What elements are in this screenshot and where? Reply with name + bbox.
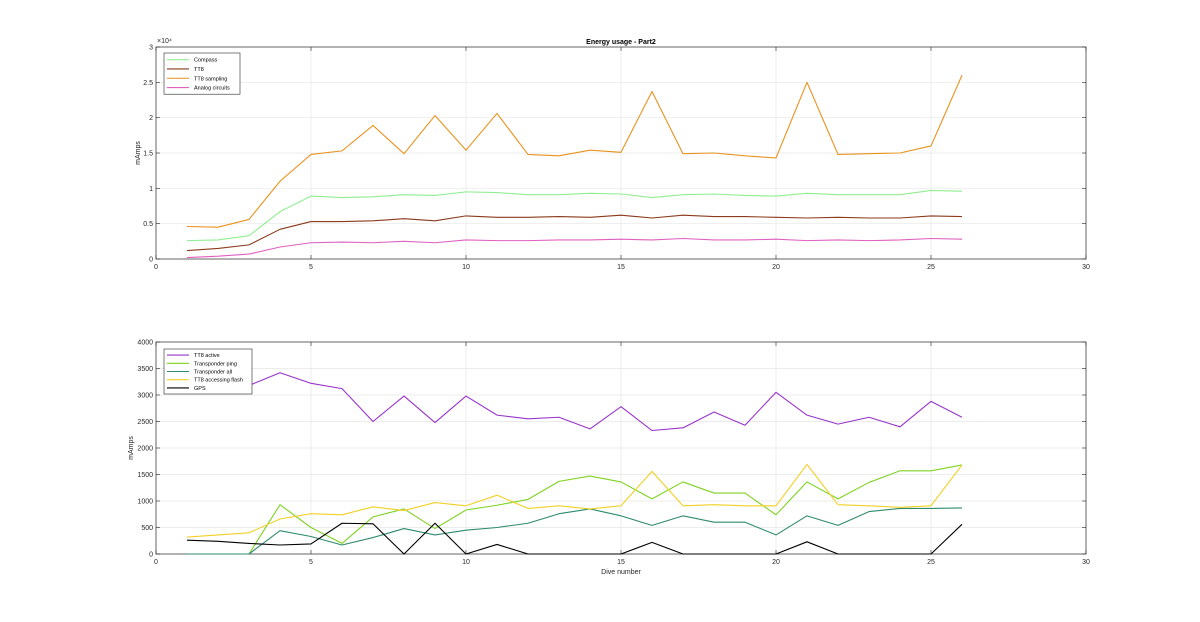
legend-entry: TT8 sampling: [194, 76, 227, 82]
y-tick-label: 500: [141, 525, 153, 532]
y-tick-label: 3000: [137, 393, 153, 400]
x-tick-label: 10: [462, 559, 470, 566]
x-tick-label: 15: [617, 559, 625, 566]
legend-entry: TT8 accessing flash: [194, 378, 243, 384]
x-tick-label: 5: [309, 559, 313, 566]
y-tick-label: 2500: [137, 419, 153, 426]
y-tick-label: 2.5: [143, 80, 153, 87]
top-y-axis-label: mAmps: [135, 141, 142, 165]
series-line-compass: [186, 189, 963, 242]
y-tick-label: 1.5: [143, 151, 153, 158]
x-tick-label: 25: [927, 559, 935, 566]
series-line-tt8: [186, 214, 963, 252]
series-line-tt8-sampling: [186, 75, 963, 228]
legend-entry: Transponder all: [194, 370, 232, 376]
x-tick-label: 5: [309, 264, 313, 271]
series-line-tt8-accessing-flash: [186, 463, 963, 538]
y-tick-label: 3500: [137, 366, 153, 373]
y-tick-label: 1500: [137, 472, 153, 479]
y-tick-label: 2: [149, 115, 153, 122]
bottom-x-axis-label: Dive number: [601, 569, 641, 576]
y-tick-label: 1000: [137, 499, 153, 506]
series-line-transponder-ping: [187, 464, 963, 555]
x-tick-label: 20: [772, 559, 780, 566]
y-tick-label: 4000: [137, 340, 153, 347]
x-tick-label: 15: [617, 264, 625, 271]
legend-entry: Analog circuits: [194, 86, 230, 92]
legend-entry: GPS: [194, 386, 206, 392]
y-tick-label: 2000: [137, 446, 153, 453]
x-tick-label: 0: [154, 559, 158, 566]
y-tick-label: 3: [149, 45, 153, 52]
series-line-transponder-all: [187, 507, 963, 555]
y-tick-label: 0.5: [143, 221, 153, 228]
series-line-gps: [186, 522, 963, 555]
bottom-y-axis-label: mAmps: [128, 436, 135, 460]
x-tick-label: 25: [927, 264, 935, 271]
y-tick-label: 1: [149, 186, 153, 193]
top-y-multiplier: ×10⁴: [157, 38, 172, 45]
top-chart-title: Energy usage - Part2: [586, 39, 656, 46]
legend-entry: Transponder ping: [194, 361, 237, 367]
x-tick-label: 30: [1082, 264, 1090, 271]
y-tick-label: 0: [149, 552, 153, 559]
bottom-axes: mAmps Dive number 0 5 10 15 20 25 30 0 500 1000 15…: [128, 340, 1090, 577]
x-tick-label: 0: [154, 264, 158, 271]
legend-entry: TT8 active: [194, 353, 220, 359]
series-line-tt8-active: [186, 372, 963, 432]
y-tick-label: 0: [149, 257, 153, 264]
legend-entry: TT8: [194, 67, 204, 73]
series-line-analog-circuits: [186, 237, 963, 259]
x-tick-label: 20: [772, 264, 780, 271]
x-tick-label: 30: [1082, 559, 1090, 566]
x-tick-label: 10: [462, 264, 470, 271]
top-axes: Energy usage - Part2 mAmps ×10⁴ 0 5 10 15 20…: [135, 38, 1090, 271]
legend-entry: Compass: [194, 58, 217, 64]
